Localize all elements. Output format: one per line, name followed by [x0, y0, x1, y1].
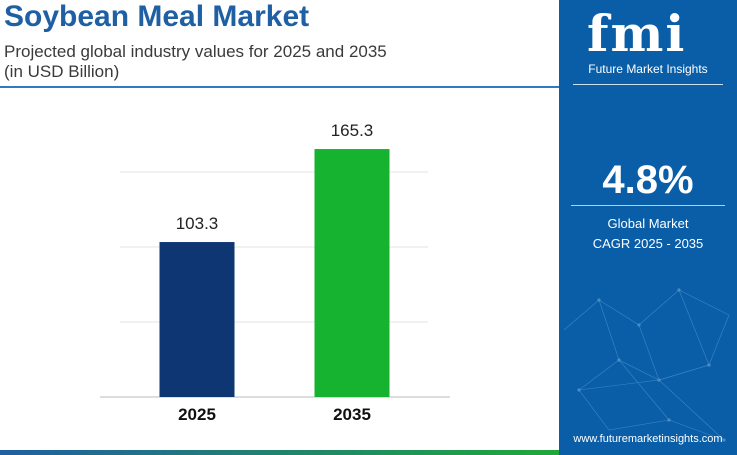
fmi-logo: fmi — [587, 4, 687, 63]
logo-subtitle: Future Market Insights — [588, 62, 708, 76]
bar-2025 — [159, 242, 235, 397]
subtitle-line-2: (in USD Billion) — [4, 62, 120, 81]
network-graphic — [563, 288, 730, 442]
x-tick-label-2025: 2025 — [178, 405, 216, 424]
bar-chart — [100, 149, 450, 398]
header-divider — [0, 86, 559, 88]
cagr-label: Global Market CAGR 2025 - 2035 — [559, 214, 737, 254]
cagr-divider — [571, 205, 725, 206]
website-link[interactable]: www.futuremarketinsights.com — [573, 433, 723, 445]
cagr-label-line-1: Global Market — [607, 216, 689, 231]
cagr-label-line-2: CAGR 2025 - 2035 — [592, 236, 704, 251]
page-subtitle: Projected global industry values for 202… — [4, 42, 387, 82]
sidebar-panel: fmi Future Market Insights 4.8% Global M… — [559, 0, 737, 455]
x-tick-label-2035: 2035 — [333, 405, 371, 424]
cagr-value: 4.8% — [602, 158, 694, 202]
bottom-stripe — [0, 450, 559, 455]
logo-divider — [573, 84, 723, 85]
bar-2035 — [314, 149, 390, 397]
subtitle-line-1: Projected global industry values for 202… — [4, 42, 387, 61]
page-title: Soybean Meal Market — [4, 0, 310, 33]
data-label-2035: 165.3 — [330, 121, 374, 141]
data-label-2025: 103.3 — [175, 214, 219, 234]
